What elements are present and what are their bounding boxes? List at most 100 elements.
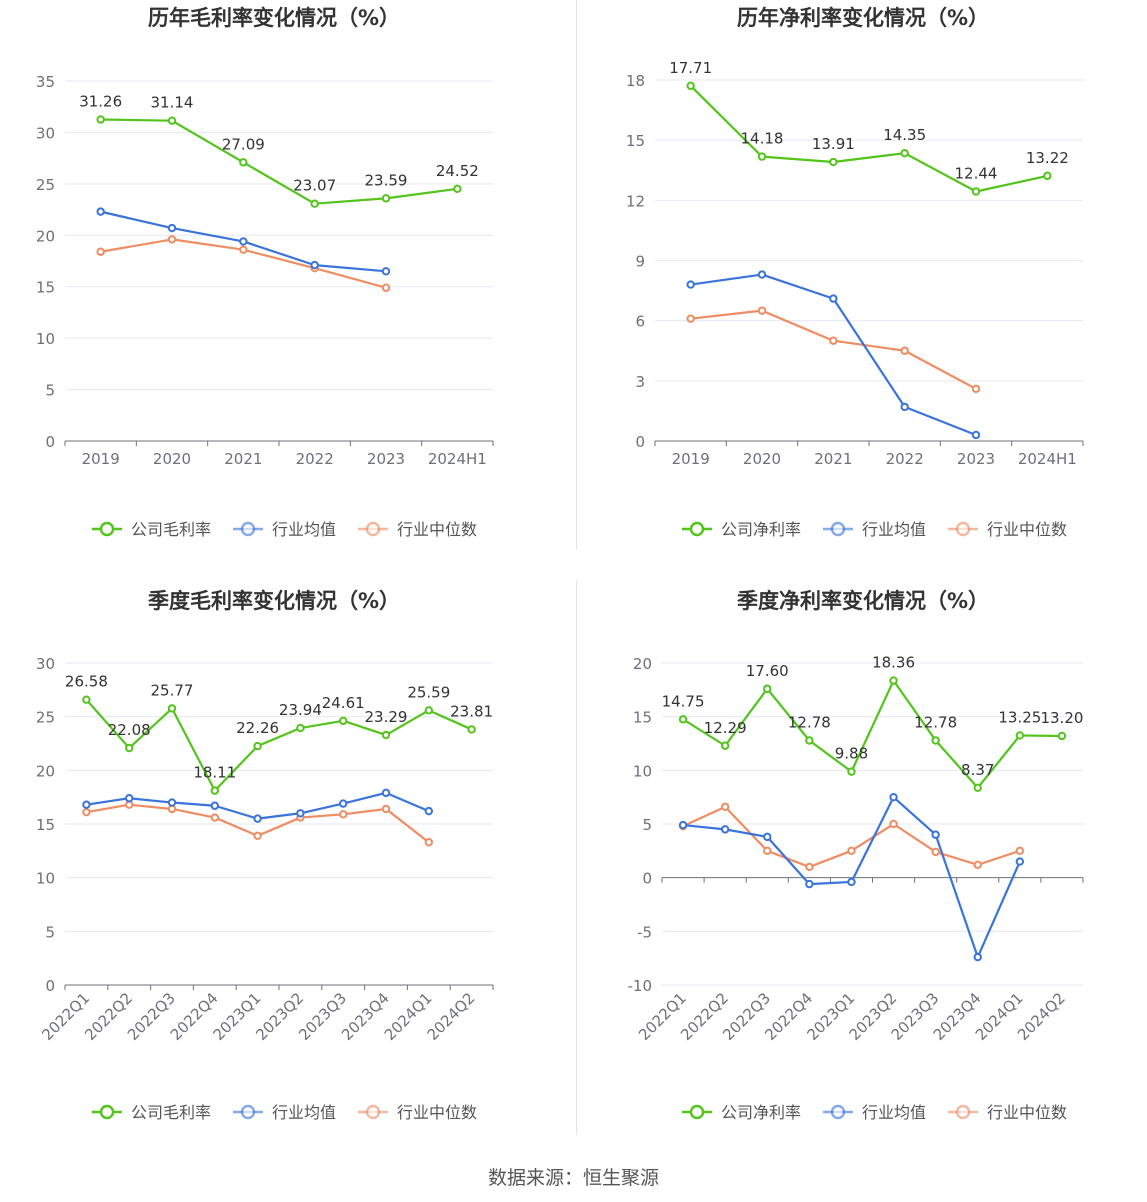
chart-annual-gross: 历年毛利率变化情况（%） 0 5 10 15 20 25 30 35 2019 2020 2021 20… [36, 6, 494, 539]
data-label: 8.37 [961, 761, 994, 779]
data-point-industry_avg [381, 267, 391, 276]
y-tick-label: 20 [36, 227, 55, 245]
chart-title: 历年毛利率变化情况（%） [148, 6, 400, 30]
data-point-company [1015, 731, 1025, 740]
data-point-company [310, 199, 319, 208]
series-line-company [85, 698, 473, 792]
y-tick-label: 30 [36, 655, 55, 673]
data-label: 22.26 [236, 719, 279, 737]
series-line-company [100, 118, 458, 205]
x-tick-label: 2019 [82, 450, 120, 468]
data-label: 23.59 [365, 171, 408, 189]
data-point-industry_median [889, 819, 898, 829]
data-point-company [424, 706, 433, 715]
x-tick-label: 2024Q2 [424, 989, 479, 1044]
data-point-company [889, 676, 898, 685]
data-point-industry_avg [239, 237, 248, 246]
data-point-industry_avg [829, 294, 838, 303]
data-point-industry_median [339, 810, 348, 819]
data-point-industry_avg [720, 825, 730, 834]
data-point-industry_median [424, 838, 433, 847]
data-label: 14.75 [662, 692, 705, 710]
data-point-company [339, 716, 348, 726]
y-tick-label: 25 [36, 709, 55, 727]
legend-item-company: 公司毛利率 [92, 520, 211, 539]
y-tick-label: 0 [45, 977, 55, 995]
data-point-industry_median [1015, 846, 1025, 856]
data-point-company [296, 723, 305, 733]
data-point-company [678, 715, 688, 724]
legend-item-industry_avg: 行业均值 [823, 520, 926, 539]
data-point-company [239, 158, 248, 167]
legend-label: 行业中位数 [397, 520, 477, 539]
data-label: 23.94 [279, 701, 322, 719]
legend-item-industry_median: 行业中位数 [948, 520, 1067, 539]
y-tick-label: 18 [626, 72, 645, 90]
data-label: 14.35 [883, 126, 926, 144]
legend-marker [689, 521, 705, 537]
x-tick-label: 2022 [886, 450, 924, 468]
y-tick-label: 9 [635, 253, 645, 271]
legend-marker [240, 521, 256, 537]
data-label: 17.60 [746, 662, 789, 680]
legend-label: 公司毛利率 [131, 1103, 211, 1122]
legend-marker [689, 1104, 705, 1120]
data-label: 13.25 [998, 708, 1041, 726]
data-point-industry_avg [757, 270, 767, 279]
data-point-company [381, 194, 391, 203]
data-label: 24.52 [436, 162, 479, 180]
legend-label: 行业均值 [862, 520, 926, 539]
data-point-industry_median [381, 283, 391, 292]
y-tick-label: 25 [36, 176, 55, 194]
data-point-industry_median [757, 306, 767, 315]
legend-marker [830, 521, 846, 537]
data-point-company [96, 115, 105, 124]
data-point-company [210, 786, 220, 795]
data-label: 26.58 [65, 673, 108, 691]
data-point-industry_median [82, 807, 91, 817]
data-label: 23.81 [450, 702, 493, 720]
data-point-industry_median [900, 346, 909, 355]
data-point-industry_median [720, 802, 730, 812]
data-point-industry_avg [125, 794, 134, 803]
data-point-company [757, 152, 767, 161]
data-label: 12.44 [955, 165, 998, 183]
data-point-industry_avg [96, 207, 105, 216]
data-label: 13.22 [1026, 149, 1069, 167]
data-label: 22.08 [108, 721, 151, 739]
data-point-industry_avg [339, 799, 348, 808]
data-point-industry_avg [424, 806, 433, 816]
data-label: 27.09 [222, 135, 265, 153]
data-label: 18.11 [193, 764, 236, 782]
y-tick-label: 20 [633, 655, 652, 673]
data-point-company [1057, 731, 1067, 741]
data-point-industry_median [167, 804, 177, 814]
data-label: 23.07 [293, 177, 336, 195]
legend-marker [830, 1104, 846, 1120]
data-point-company [125, 743, 134, 753]
legend-item-industry_median: 行业中位数 [358, 520, 477, 539]
data-label: 14.18 [741, 130, 784, 148]
data-point-company [1043, 171, 1052, 181]
data-label: 23.29 [365, 708, 408, 726]
y-tick-label: 10 [36, 330, 55, 348]
data-label: 17.71 [669, 59, 712, 77]
legend-label: 行业中位数 [987, 1103, 1067, 1122]
legend-label: 行业中位数 [397, 1103, 477, 1122]
x-tick-label: 2020 [153, 450, 191, 468]
y-tick-label: 5 [642, 816, 652, 834]
legend-marker [99, 1104, 115, 1120]
chart-annual-net: 历年净利率变化情况（%） 0 3 6 9 12 15 18 2019 2020 2021 2022 20… [626, 6, 1084, 539]
legend-item-industry_median: 行业中位数 [948, 1103, 1067, 1122]
data-point-industry_median [686, 314, 695, 323]
data-label: 31.26 [79, 92, 122, 110]
legend-marker [365, 521, 381, 537]
data-point-industry_median [167, 235, 177, 244]
data-point-company [381, 730, 391, 740]
y-tick-label: 15 [626, 132, 645, 150]
data-point-company [847, 767, 856, 776]
data-point-industry_avg [931, 830, 940, 839]
data-point-company [973, 783, 982, 793]
series-line-industry_median [690, 309, 977, 390]
data-point-industry_avg [678, 820, 688, 830]
